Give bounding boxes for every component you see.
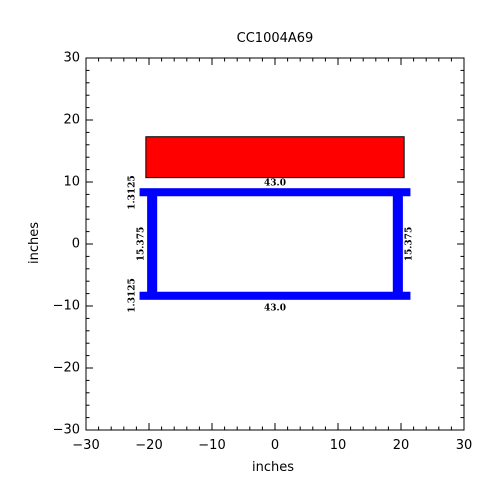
x-tick-label: 30 [456, 438, 473, 453]
shapes-layer [139, 136, 411, 300]
right-web-height-label: 15.375 [405, 227, 415, 261]
bottom-width-label: 43.0 [264, 303, 286, 313]
y-tick-label: 20 [63, 113, 80, 128]
axis-tick-labels: −30 −20 −10 0 10 20 30 −30 −20 −10 0 10 20 30 [53, 51, 473, 454]
y-tick-label: −10 [53, 299, 80, 314]
x-tick-label: 20 [393, 438, 410, 453]
y-tick-label: −20 [53, 361, 80, 376]
x-tick-label: −20 [135, 438, 162, 453]
y-tick-label: −30 [53, 423, 80, 438]
x-tick-label: 10 [330, 438, 347, 453]
top-thickness-label: 1.3125 [127, 175, 137, 209]
bottom-thickness-label: 1.3125 [127, 278, 137, 312]
x-axis-label: inches [252, 460, 294, 475]
chart-title: CC1004A69 [237, 31, 314, 46]
axis-ticks [85, 57, 465, 431]
y-tick-label: 30 [63, 51, 80, 66]
concrete-slab [145, 136, 405, 179]
x-tick-label: −10 [198, 438, 225, 453]
top-width-label: 43.0 [264, 179, 286, 189]
x-tick-label: −30 [72, 438, 99, 453]
right-web [392, 191, 403, 297]
left-web [147, 191, 158, 297]
y-tick-label: 0 [72, 237, 80, 252]
top-flange [139, 188, 411, 197]
bottom-flange [139, 291, 411, 300]
dimension-labels: 43.0 43.0 1.3125 1.3125 15.375 15.375 [127, 175, 414, 313]
x-tick-label: 0 [271, 438, 279, 453]
y-tick-label: 10 [63, 175, 80, 190]
left-web-height-label: 15.375 [136, 227, 146, 261]
y-axis-label: inches [27, 222, 42, 264]
